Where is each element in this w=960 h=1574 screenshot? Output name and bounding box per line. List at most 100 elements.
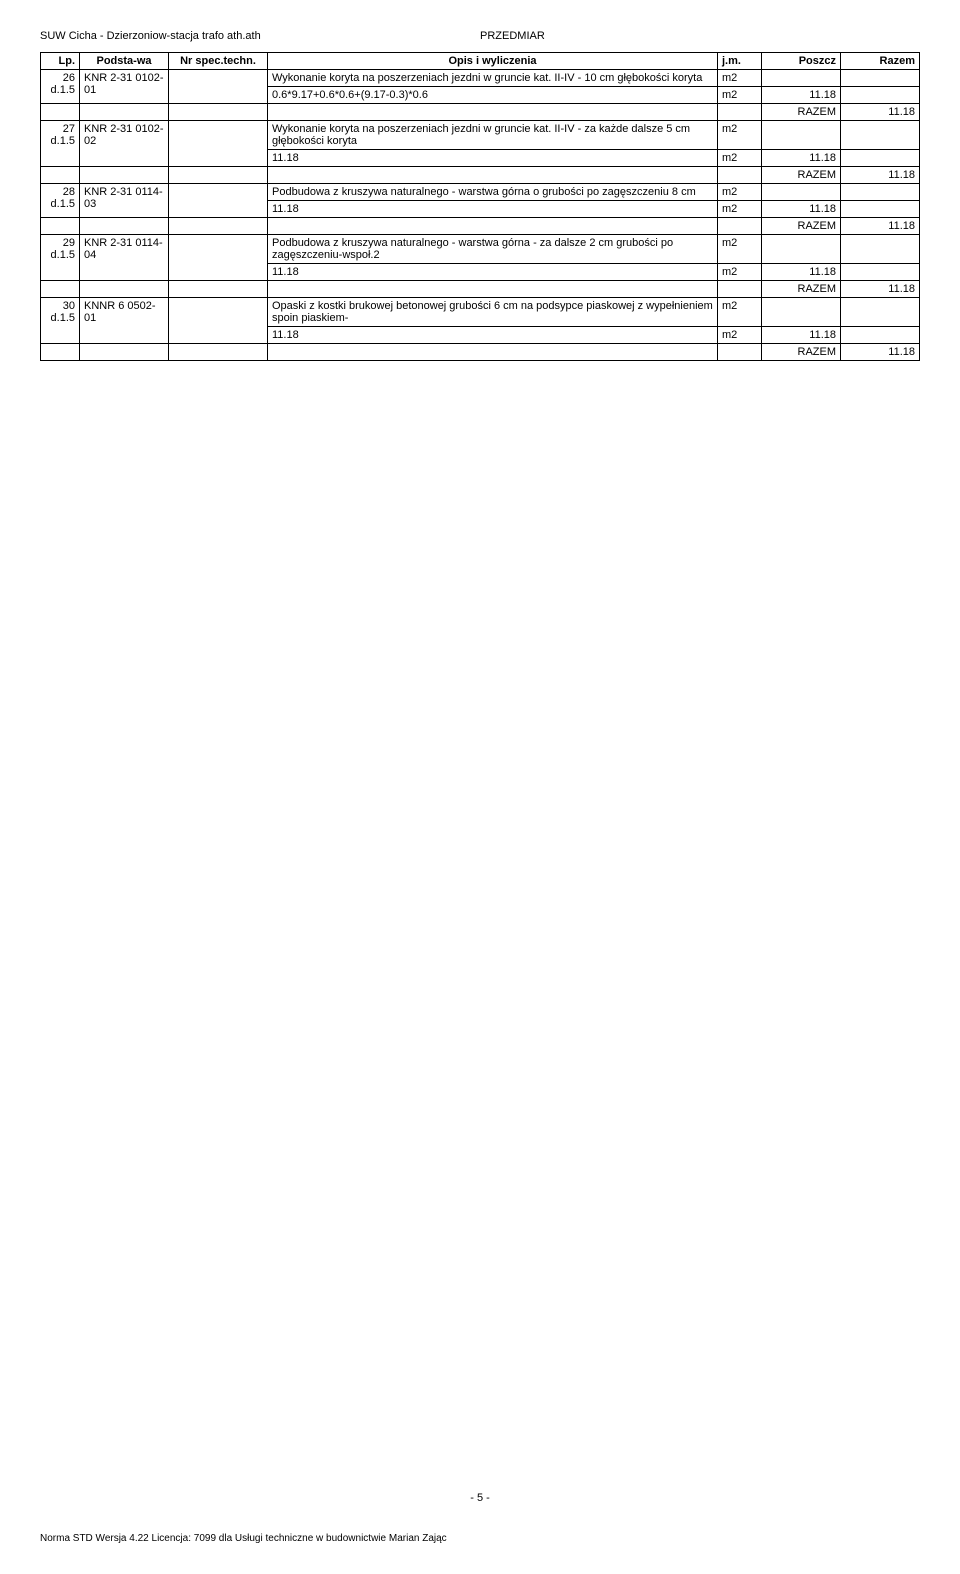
cell-empty (718, 281, 762, 298)
cell-calc-razem (841, 201, 920, 218)
table-row: 26d.1.5KNR 2-31 0102-01Wykonanie koryta … (41, 70, 920, 87)
cell-poszcz (762, 70, 841, 87)
cell-poszcz (762, 121, 841, 150)
cell-calc: 11.18 (268, 264, 718, 281)
cell-empty (169, 104, 268, 121)
cell-calc-jm: m2 (718, 264, 762, 281)
cell-empty (169, 344, 268, 361)
table-row: 28d.1.5KNR 2-31 0114-03Podbudowa z krusz… (41, 184, 920, 201)
header-left: SUW Cicha - Dzierzoniow-stacja trafo ath… (40, 30, 480, 42)
cell-poszcz (762, 235, 841, 264)
table-row: 30d.1.5KNNR 6 0502-01Opaski z kostki bru… (41, 298, 920, 327)
table-body: 26d.1.5KNR 2-31 0102-01 Wykonanie koryta … (41, 70, 920, 361)
cell-empty (268, 218, 718, 235)
lp-d: d.1.5 (51, 312, 75, 324)
cell-calc-poszcz: 11.18 (762, 150, 841, 167)
cell-razem (841, 298, 920, 327)
table-row: 27d.1.5KNR 2-31 0102-02Wykonanie koryta … (41, 121, 920, 150)
cell-razem-value: 11.18 (841, 344, 920, 361)
cell-nrspec (169, 184, 268, 218)
cell-podstawa: KNR 2-31 0102-01 (80, 70, 169, 104)
cell-nrspec (169, 298, 268, 344)
cell-opis: Podbudowa z kruszywa naturalnego - warst… (268, 184, 718, 201)
cell-calc-jm: m2 (718, 150, 762, 167)
cell-calc-poszcz: 11.18 (762, 327, 841, 344)
cell-lp: 28d.1.5 (41, 184, 80, 218)
cell-calc-razem (841, 327, 920, 344)
table-row-razem: RAZEM11.18 (41, 167, 920, 184)
footer-note: Norma STD Wersja 4.22 Licencja: 7099 dla… (40, 1533, 447, 1544)
col-jm: j.m. (718, 53, 762, 70)
cell-razem-value: 11.18 (841, 167, 920, 184)
cell-razem-value: 11.18 (841, 281, 920, 298)
cell-empty (80, 104, 169, 121)
table-header-row: Lp. Podsta-wa Nr spec.techn. Opis i wyli… (41, 53, 920, 70)
cell-calc: 11.18 (268, 201, 718, 218)
cell-calc-poszcz: 11.18 (762, 201, 841, 218)
cell-opis: Wykonanie koryta na poszerzeniach jezdni… (268, 70, 718, 87)
cell-razem-label: RAZEM (762, 344, 841, 361)
table-row-razem: RAZEM11.18 (41, 281, 920, 298)
cell-calc-jm: m2 (718, 201, 762, 218)
lp-num: 30 (63, 300, 75, 312)
col-nrspec: Nr spec.techn. (169, 53, 268, 70)
lp-d: d.1.5 (51, 249, 75, 261)
col-poszcz: Poszcz (762, 53, 841, 70)
cell-calc-poszcz: 11.18 (762, 264, 841, 281)
col-podstawa: Podsta-wa (80, 53, 169, 70)
cell-empty (80, 344, 169, 361)
table-row-razem: RAZEM11.18 (41, 104, 920, 121)
main-table: Lp. Podsta-wa Nr spec.techn. Opis i wyli… (40, 52, 920, 361)
table-row: 29d.1.5KNR 2-31 0114-04Podbudowa z krusz… (41, 235, 920, 264)
cell-empty (41, 167, 80, 184)
cell-lp: 30d.1.5 (41, 298, 80, 344)
page-number: - 5 - (40, 1492, 920, 1504)
cell-podstawa: KNR 2-31 0114-04 (80, 235, 169, 281)
cell-lp: 26d.1.5 (41, 70, 80, 104)
cell-nrspec (169, 235, 268, 281)
cell-opis: Podbudowa z kruszywa naturalnego - warst… (268, 235, 718, 264)
cell-calc: 0.6*9.17+0.6*0.6+(9.17-0.3)*0.6 (268, 87, 718, 104)
cell-nrspec (169, 121, 268, 167)
cell-empty (718, 218, 762, 235)
cell-razem (841, 70, 920, 87)
cell-razem-label: RAZEM (762, 281, 841, 298)
cell-calc-poszcz: 11.18 (762, 87, 841, 104)
cell-calc: 11.18 (268, 327, 718, 344)
cell-empty (268, 167, 718, 184)
cell-razem-value: 11.18 (841, 218, 920, 235)
table-row-razem: RAZEM11.18 (41, 344, 920, 361)
cell-razem (841, 235, 920, 264)
cell-jm: m2 (718, 70, 762, 87)
cell-empty (718, 344, 762, 361)
lp-d: d.1.5 (51, 135, 75, 147)
col-razem: Razem (841, 53, 920, 70)
header-right: PRZEDMIAR (480, 30, 920, 42)
cell-empty (41, 218, 80, 235)
lp-num: 29 (63, 237, 75, 249)
cell-calc-razem (841, 150, 920, 167)
cell-empty (41, 104, 80, 121)
cell-razem-label: RAZEM (762, 167, 841, 184)
cell-opis: Wykonanie koryta na poszerzeniach jezdni… (268, 121, 718, 150)
cell-calc-jm: m2 (718, 87, 762, 104)
cell-empty (80, 218, 169, 235)
cell-nrspec (169, 70, 268, 104)
cell-poszcz (762, 298, 841, 327)
cell-razem-label: RAZEM (762, 104, 841, 121)
cell-lp: 27d.1.5 (41, 121, 80, 167)
cell-calc: 11.18 (268, 150, 718, 167)
cell-empty (169, 218, 268, 235)
cell-empty (41, 344, 80, 361)
cell-empty (268, 104, 718, 121)
cell-jm: m2 (718, 235, 762, 264)
cell-razem (841, 184, 920, 201)
cell-razem-value: 11.18 (841, 104, 920, 121)
cell-podstawa: KNNR 6 0502-01 (80, 298, 169, 344)
cell-empty (268, 344, 718, 361)
cell-poszcz (762, 184, 841, 201)
cell-podstawa: KNR 2-31 0102-02 (80, 121, 169, 167)
cell-jm: m2 (718, 121, 762, 150)
cell-podstawa: KNR 2-31 0114-03 (80, 184, 169, 218)
lp-num: 27 (63, 123, 75, 135)
